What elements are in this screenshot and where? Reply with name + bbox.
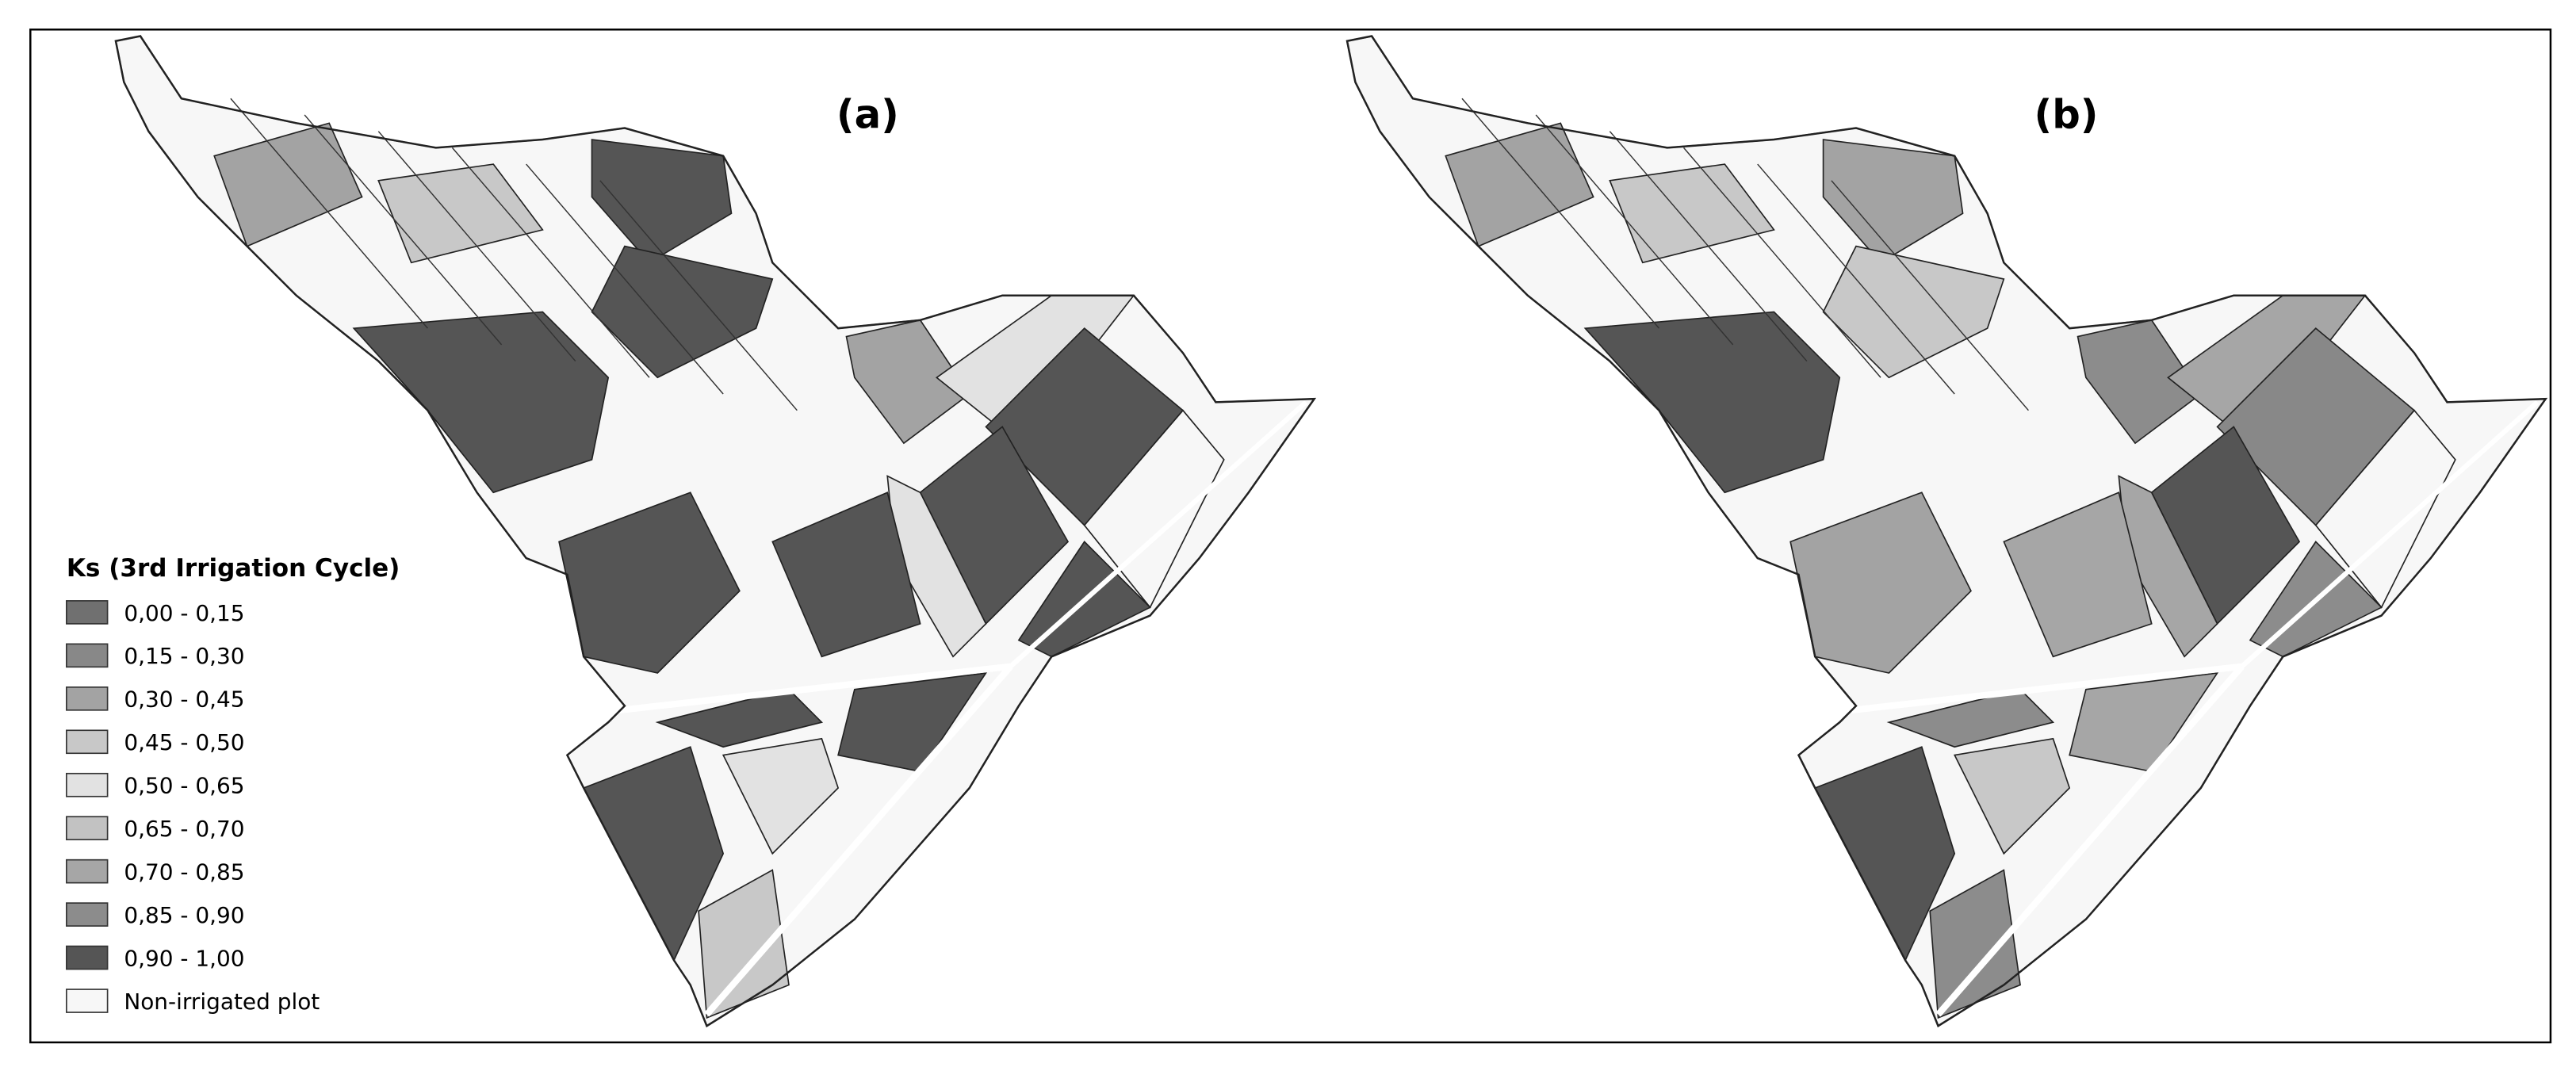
legend-label: 0,65 - 0,70 bbox=[124, 816, 244, 842]
legend-label: 0,30 - 0,45 bbox=[124, 686, 244, 713]
legend-label: Non-irrigated plot bbox=[124, 989, 320, 1015]
plot bbox=[377, 163, 544, 264]
plot bbox=[2003, 491, 2153, 658]
plot bbox=[722, 737, 840, 855]
legend-label: 0,85 - 0,90 bbox=[124, 902, 244, 928]
plot bbox=[845, 319, 970, 445]
road bbox=[1935, 664, 2245, 1017]
plot-boundary bbox=[1683, 147, 1881, 378]
maps bbox=[114, 35, 2548, 1028]
plot-boundary bbox=[526, 163, 724, 395]
legend-label: 0,45 - 0,50 bbox=[124, 729, 244, 755]
legend-swatch bbox=[66, 772, 109, 797]
plot-boundary bbox=[1535, 114, 1734, 346]
legend-swatch bbox=[66, 686, 109, 711]
road bbox=[1009, 400, 1308, 669]
plot-boundary bbox=[1609, 131, 1808, 362]
plot-boundary bbox=[1461, 98, 1660, 329]
map-panel bbox=[114, 35, 1317, 1028]
plot bbox=[591, 245, 774, 379]
legend-swatch bbox=[66, 729, 109, 755]
legend-label: 0,50 - 0,65 bbox=[124, 773, 244, 799]
road bbox=[1831, 663, 2243, 716]
study-area-outline bbox=[1345, 35, 2548, 1028]
legend-swatch bbox=[66, 902, 109, 927]
legend-title: Ks (3rd Irrigation Cycle) bbox=[67, 554, 400, 583]
legend-swatch bbox=[66, 945, 109, 970]
road bbox=[2240, 400, 2540, 669]
plot-boundary bbox=[1831, 180, 2029, 411]
plot bbox=[1886, 688, 2055, 748]
road bbox=[599, 663, 1012, 716]
plot bbox=[698, 869, 790, 1019]
legend-swatch bbox=[66, 643, 109, 668]
plot-boundary bbox=[304, 114, 503, 346]
study-area-outline bbox=[114, 35, 1317, 1028]
plot-boundary bbox=[599, 180, 798, 411]
plot-boundary bbox=[1757, 163, 1955, 395]
panel-label: (b) bbox=[2034, 92, 2099, 138]
plot bbox=[655, 688, 824, 748]
legend-label: 0,15 - 0,30 bbox=[124, 643, 244, 669]
plot bbox=[1609, 163, 1775, 264]
panel-label: (a) bbox=[836, 92, 899, 138]
plot bbox=[771, 491, 921, 658]
plot bbox=[213, 122, 363, 247]
road bbox=[704, 664, 1013, 1017]
plot-boundary bbox=[230, 98, 428, 329]
plot bbox=[2314, 409, 2456, 609]
legend-swatch bbox=[66, 989, 109, 1013]
plot bbox=[1445, 122, 1594, 247]
plot bbox=[1953, 737, 2071, 855]
plot bbox=[1929, 869, 2021, 1019]
plot bbox=[1083, 409, 1225, 609]
legend-label: 0,00 - 0,15 bbox=[124, 600, 244, 626]
plot bbox=[591, 139, 733, 264]
plot-boundary bbox=[377, 131, 576, 362]
legend-label: 0,70 - 0,85 bbox=[124, 859, 244, 885]
legend-swatch bbox=[66, 816, 109, 841]
legend-swatch bbox=[66, 859, 109, 884]
plot-boundary bbox=[451, 147, 650, 378]
legend-label: 0,90 - 1,00 bbox=[124, 945, 244, 971]
plot bbox=[1822, 245, 2005, 379]
legend-swatch bbox=[66, 600, 109, 625]
map-panel bbox=[1345, 35, 2548, 1028]
plot bbox=[1822, 139, 1964, 264]
legend: 0,00 - 0,15 0,15 - 0,30 0,30 - 0,45 0,45 - … bbox=[66, 600, 320, 1015]
plot bbox=[2076, 319, 2202, 445]
